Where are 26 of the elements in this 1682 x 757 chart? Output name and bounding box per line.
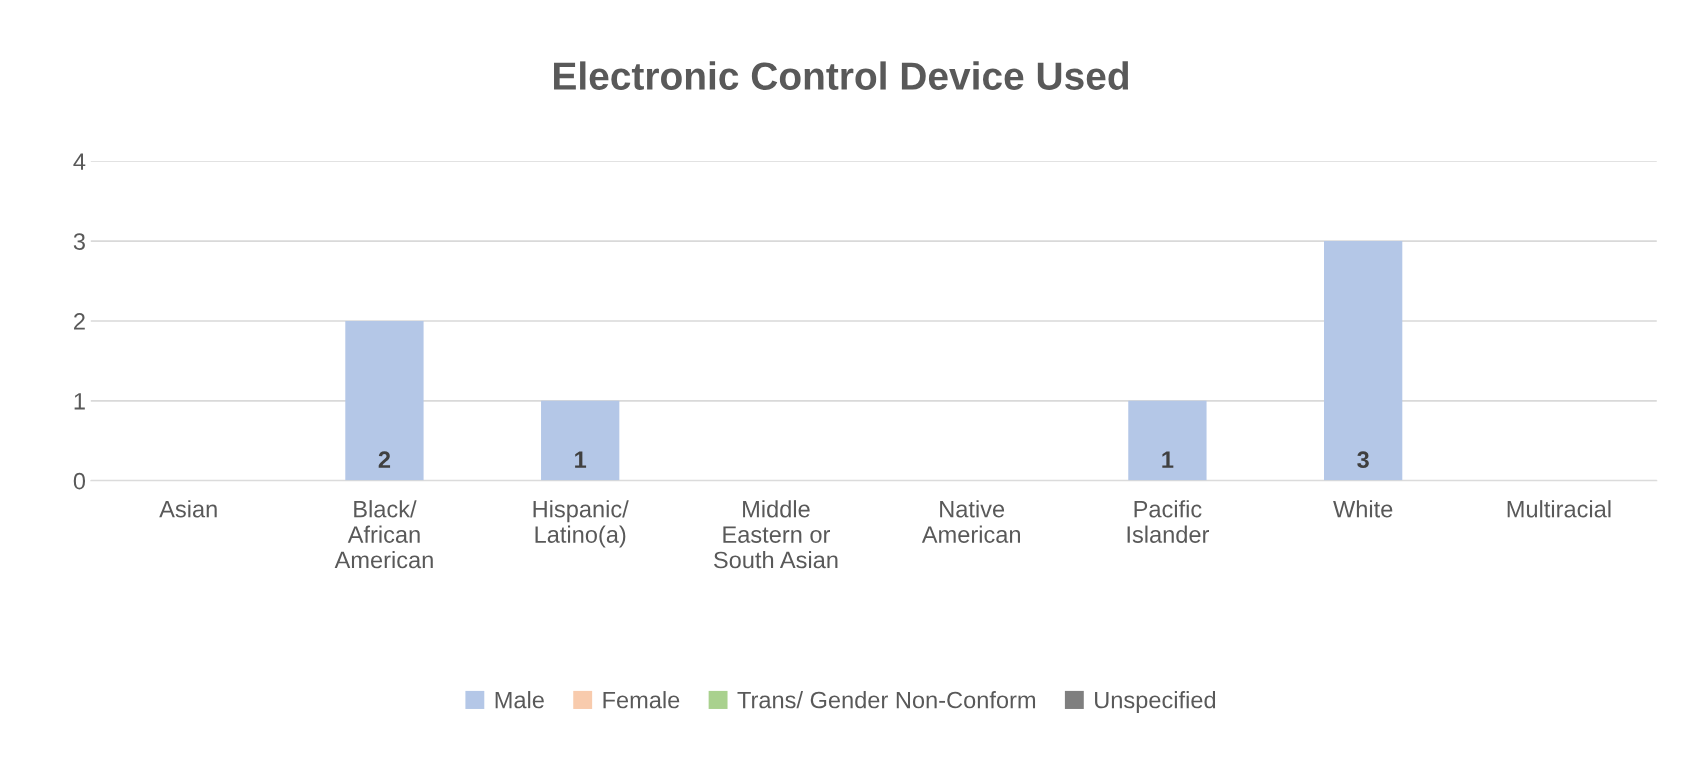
data-label: 1: [575, 451, 587, 468]
x-tick-label: Hispanic/ Latino(a): [533, 500, 629, 548]
y-tick-label: 4: [73, 153, 86, 170]
legend-label: Female: [603, 691, 680, 709]
data-label: 2: [378, 451, 391, 468]
x-tick-label: White: [1333, 500, 1393, 518]
x-tick-label: Black/ African American: [334, 500, 433, 569]
chart-title: Electronic Control Device Used: [554, 61, 1129, 90]
x-tick-label: Middle Eastern or South Asian: [713, 500, 838, 569]
data-label: 3: [1357, 451, 1369, 469]
y-tick-label: 3: [73, 233, 85, 250]
x-tick-label: Native American: [921, 500, 1020, 543]
x-tick-label: Multiracial: [1507, 500, 1611, 518]
bar: [345, 320, 424, 481]
y-tick-label: 0: [73, 472, 86, 490]
x-tick-label: Asian: [159, 500, 217, 518]
bar: [1128, 400, 1207, 481]
legend-label: Unspecified: [1095, 691, 1216, 714]
y-tick-label: 1: [74, 393, 85, 410]
y-tick-label: 2: [74, 313, 85, 330]
legend-label: Male: [495, 691, 544, 709]
legend-label: Trans/ Gender Non-Conform: [737, 691, 1036, 709]
bar: [1324, 241, 1403, 481]
bar: [541, 400, 620, 481]
data-label: 1: [1162, 451, 1174, 468]
x-tick-label: Pacific Islander: [1127, 500, 1210, 543]
